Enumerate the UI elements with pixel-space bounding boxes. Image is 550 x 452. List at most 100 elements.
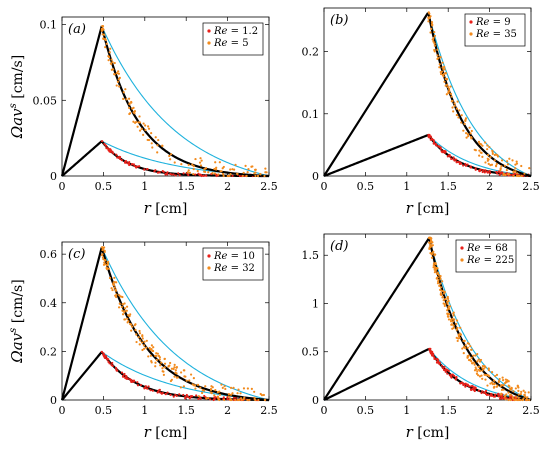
data-point [499,171,502,175]
data-point [506,163,510,166]
data-point [102,353,106,356]
y-tick-label: 0.2 [302,46,320,59]
data-point [116,80,119,83]
data-point [172,367,175,371]
data-point [158,358,161,361]
data-point [517,174,520,178]
data-point [453,374,456,377]
data-point [211,172,214,175]
data-point [160,392,163,395]
data-point [432,355,435,358]
data-point [151,146,154,149]
data-point [444,297,447,301]
data-point [129,322,132,326]
data-point [477,389,480,392]
legend-box [202,22,264,56]
data-point [169,158,172,161]
data-point [464,385,467,388]
data-point [179,386,182,389]
data-point [103,259,106,262]
data-point [484,141,487,144]
data-point [111,150,114,153]
data-point [517,396,520,399]
data-point [434,261,437,265]
data-point [246,398,249,402]
data-point [493,379,496,382]
data-point [253,172,256,175]
data-point [247,167,250,171]
data-point [483,373,486,376]
data-point [508,394,511,397]
data-point [144,385,147,388]
data-point [446,300,449,303]
data-point [215,166,218,169]
data-point [487,367,490,370]
data-point [152,346,155,349]
data-point [192,168,195,171]
data-point [207,171,210,174]
data-point [154,361,157,364]
x-axis-label: r [cm] [144,199,188,217]
data-point [497,380,501,384]
data-point [476,370,479,373]
data-point [481,390,484,393]
data-point [192,164,195,168]
data-point [143,168,146,171]
data-point [209,398,212,401]
data-point [157,138,160,142]
x-tick-label: 1 [403,404,410,417]
data-point [478,154,481,157]
data-point [515,395,518,398]
data-point [429,31,432,34]
y-tick-label: 0 [312,394,319,407]
data-point [236,392,239,395]
data-point [478,360,482,363]
data-point [433,265,436,269]
data-point [241,174,244,178]
data-point [508,157,511,160]
data-point [470,135,473,139]
legend-box [455,239,517,273]
data-point [494,374,497,378]
data-point [500,384,503,387]
data-point [489,172,492,175]
data-point [150,348,153,351]
data-point [125,98,128,101]
data-point [186,171,189,174]
data-point [147,355,150,358]
data-point [161,367,164,370]
data-point [447,369,450,373]
model-curve [323,347,532,402]
data-point [226,398,229,401]
data-point [450,157,453,160]
data-point [210,392,213,395]
data-point [452,156,455,159]
data-point [103,356,106,359]
data-point [496,172,499,175]
data-point [446,297,450,300]
data-point [126,321,129,324]
data-point [442,368,446,372]
data-point [457,116,460,119]
data-point [504,173,507,177]
data-point [474,149,477,152]
data-point [108,55,111,59]
data-point [253,168,257,171]
data-point [450,323,454,326]
data-point [436,271,440,275]
data-point [124,160,127,163]
data-point [487,369,490,372]
y-axis-label: Ωavs [cm/s] [8,55,26,139]
data-point [473,369,477,372]
data-point [106,262,110,265]
data-point [234,163,237,166]
data-point [489,394,492,397]
data-point [231,392,234,395]
data-point [142,122,145,125]
data-point [223,398,226,402]
data-point [209,388,213,392]
y-tick-label: 0.1 [40,19,58,32]
panel-3: 0 0.5 1 1.5 2 2.5 0 0.2 0.4 0.6 r [cm] Ωavs [cm/s] (… [8,241,278,441]
data-point [455,107,458,110]
data-point [158,388,161,391]
